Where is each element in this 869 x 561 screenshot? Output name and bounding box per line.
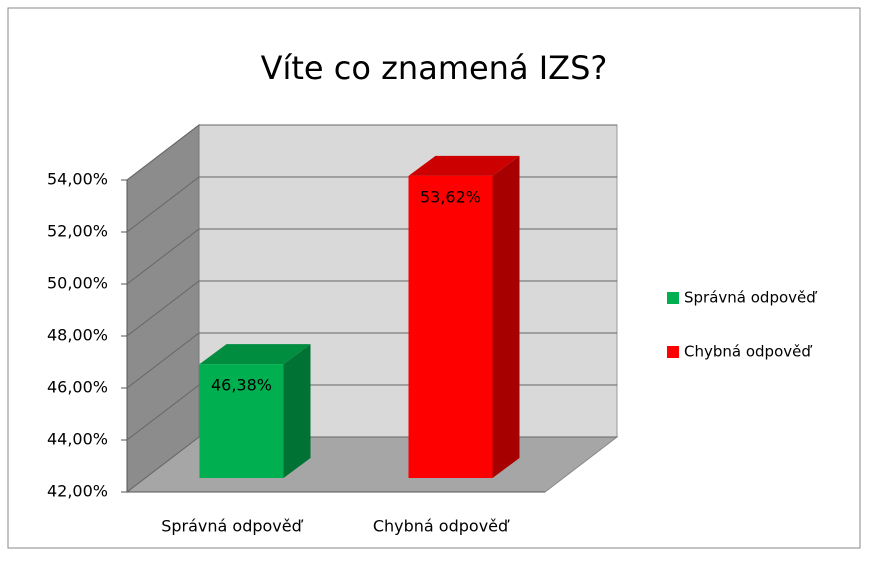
y-tick-label: 44,00% [47,430,108,449]
y-tick-label: 52,00% [47,222,108,241]
grid-line [126,176,200,233]
bar [408,175,493,478]
grid-line [126,436,200,493]
y-tick-label: 50,00% [47,274,108,293]
data-label: 46,38% [211,376,272,395]
data-label: 53,62% [420,187,481,206]
x-tick-label: Správná odpověď [161,517,303,536]
bar [199,364,284,478]
grid-line [126,228,200,285]
grid-line [126,124,200,181]
grid-line [126,280,200,337]
bar-side [283,344,311,478]
bar-top [408,155,520,176]
y-tick-label: 46,00% [47,378,108,397]
legend-label: Správná odpověď [684,289,817,307]
y-tick-label: 48,00% [47,326,108,345]
legend-label: Chybná odpověď [684,343,812,361]
legend-swatch [667,346,679,358]
grid-line [126,332,200,389]
legend-swatch [667,292,679,304]
y-tick-label: 42,00% [47,482,108,501]
bar-side [492,155,520,478]
x-tick-label: Chybná odpověď [373,517,510,536]
chart-title: Víte co znamená IZS? [261,49,608,87]
y-tick-label: 54,00% [47,170,108,189]
bar-top [199,344,311,365]
grid-line [126,384,200,441]
